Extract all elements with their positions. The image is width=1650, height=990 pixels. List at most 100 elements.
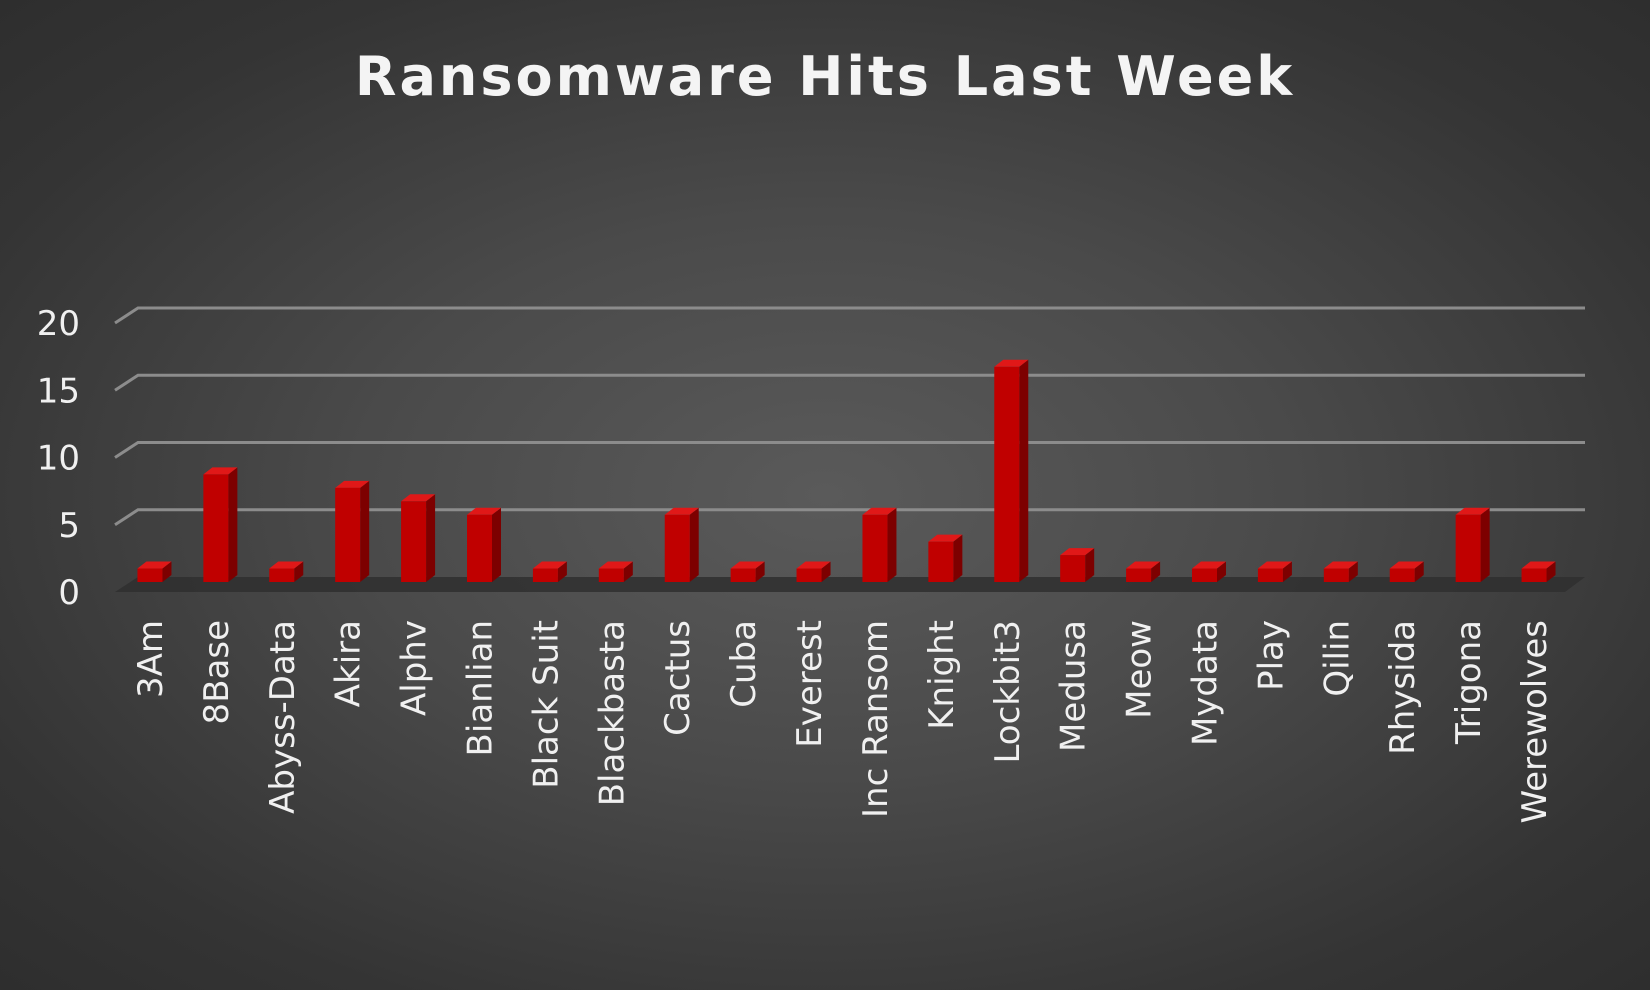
bar bbox=[401, 494, 436, 582]
bar-top bbox=[401, 494, 436, 502]
y-axis-ticks: 0 5 10 15 20 bbox=[37, 304, 80, 613]
bar-top bbox=[1060, 548, 1095, 556]
bar-front bbox=[928, 541, 954, 582]
bar-top bbox=[269, 561, 304, 569]
x-category-label: Alphv bbox=[395, 620, 435, 716]
bar bbox=[1389, 561, 1424, 582]
x-category-label: Lockbit3 bbox=[988, 620, 1028, 764]
bar bbox=[1455, 507, 1490, 582]
bar bbox=[269, 561, 304, 582]
bar-front bbox=[203, 474, 229, 582]
bar-top bbox=[730, 561, 765, 569]
bar-side bbox=[821, 561, 831, 582]
bar-top bbox=[862, 507, 897, 515]
bar-side bbox=[492, 507, 501, 582]
bar-front bbox=[862, 514, 888, 582]
bar-side bbox=[1348, 561, 1358, 582]
x-category-label: Blackbasta bbox=[592, 620, 632, 806]
x-axis-categories: 3Am 8Base Abyss-Data Akira Alphv Bianlian Blac… bbox=[131, 620, 1555, 824]
bar-front bbox=[730, 568, 756, 582]
bar-side bbox=[228, 467, 238, 582]
bar-front bbox=[1126, 568, 1152, 582]
bar-front bbox=[269, 568, 295, 582]
bar-side bbox=[1480, 507, 1490, 582]
gridline bbox=[114, 306, 1585, 325]
x-category-label: Akira bbox=[329, 620, 369, 707]
y-tick-label: 0 bbox=[58, 573, 80, 613]
x-category-label: Play bbox=[1251, 620, 1291, 691]
x-category-label: Medusa bbox=[1054, 620, 1094, 752]
bar bbox=[137, 561, 172, 582]
x-category-label: Everest bbox=[790, 620, 830, 748]
bar-front bbox=[994, 366, 1020, 582]
x-category-label: Rhysida bbox=[1383, 620, 1423, 755]
bar-front bbox=[137, 568, 163, 582]
bar bbox=[1521, 561, 1556, 582]
bar-top bbox=[335, 480, 370, 488]
gridline bbox=[114, 441, 1585, 459]
gridline bbox=[114, 373, 1585, 392]
bar-front bbox=[598, 568, 624, 582]
bar-top bbox=[1257, 561, 1292, 569]
bar-side bbox=[1085, 548, 1095, 582]
bar-top bbox=[796, 561, 831, 569]
bar bbox=[203, 467, 238, 582]
bar-side bbox=[689, 507, 699, 582]
x-category-label: Knight bbox=[922, 620, 962, 730]
bar bbox=[467, 507, 501, 582]
bar-side bbox=[755, 561, 765, 582]
bar-side bbox=[887, 507, 897, 582]
x-category-label: Abyss-Data bbox=[263, 620, 303, 814]
bars bbox=[137, 359, 1556, 582]
bar-side bbox=[360, 480, 370, 582]
bar-side bbox=[1414, 561, 1424, 582]
bar-front bbox=[796, 568, 822, 582]
bar bbox=[994, 359, 1029, 582]
x-category-label: Cactus bbox=[658, 620, 698, 736]
bar-top bbox=[1323, 561, 1358, 569]
bar-top bbox=[928, 534, 963, 542]
bar-top bbox=[467, 507, 501, 515]
bar-front bbox=[664, 514, 690, 582]
x-category-label: Werewolves bbox=[1515, 620, 1555, 824]
x-category-label: 8Base bbox=[197, 620, 237, 724]
y-tick-label: 5 bbox=[58, 506, 80, 546]
bar-side bbox=[294, 561, 304, 582]
bar-top bbox=[1521, 561, 1556, 569]
bar bbox=[928, 534, 963, 582]
bar-side bbox=[1217, 561, 1226, 582]
bar bbox=[796, 561, 831, 582]
bar-top bbox=[664, 507, 699, 515]
bar-top bbox=[1192, 561, 1226, 569]
bar-side bbox=[623, 561, 633, 582]
x-category-label: Mydata bbox=[1186, 620, 1226, 746]
bar-front bbox=[1455, 514, 1481, 582]
bar-top bbox=[598, 561, 633, 569]
bar-side bbox=[426, 494, 436, 582]
bar-top bbox=[1455, 507, 1490, 515]
bar-top bbox=[532, 561, 567, 569]
bar-side bbox=[1282, 561, 1292, 582]
bar-front bbox=[1323, 568, 1349, 582]
bar bbox=[1192, 561, 1226, 582]
bar-front bbox=[1257, 568, 1283, 582]
bar-front bbox=[335, 487, 361, 582]
gridline bbox=[114, 508, 1585, 527]
bar bbox=[730, 561, 765, 582]
bar bbox=[1060, 548, 1095, 582]
bar-top bbox=[1389, 561, 1424, 569]
bar-side bbox=[1019, 359, 1029, 582]
bar-front bbox=[467, 514, 492, 582]
bar bbox=[1126, 561, 1161, 582]
bar bbox=[1257, 561, 1292, 582]
x-category-label: Qilin bbox=[1317, 620, 1357, 697]
bar bbox=[664, 507, 699, 582]
x-category-label: Inc Ransom bbox=[856, 620, 896, 818]
y-tick-label: 20 bbox=[37, 304, 80, 344]
bar-side bbox=[1546, 561, 1556, 582]
bar bbox=[862, 507, 897, 582]
bar-front bbox=[1521, 568, 1547, 582]
x-category-label: Cuba bbox=[724, 620, 764, 708]
